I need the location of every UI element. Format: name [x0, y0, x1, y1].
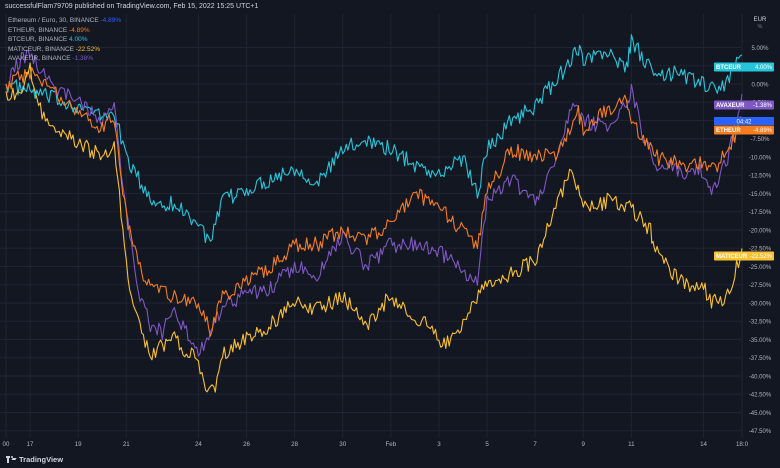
price-axis[interactable]: 5.00%2.50%0.00%-2.50%-5.00%-7.50%-10.00%… — [749, 17, 772, 435]
footer: TradingView — [6, 455, 63, 464]
x-tick-label: Feb — [386, 441, 397, 448]
y-tick-label: -7.50% — [750, 137, 770, 143]
legend-series-name: ETHEUR, BINANCE — [8, 26, 70, 34]
chart-header: successfulFlam79709 published on Trading… — [5, 3, 258, 10]
x-tick-label: 26 — [243, 441, 250, 448]
last-value-bg — [714, 100, 774, 110]
legend-row-etheur[interactable]: ETHEUR, BINANCE -4.89% — [8, 26, 121, 36]
x-tick-label: 3 — [437, 441, 441, 448]
x-tick-label: 14 — [700, 441, 707, 448]
footer-brand: TradingView — [19, 455, 64, 464]
y-tick-label: -45.00% — [749, 411, 772, 417]
x-tick-label: 24 — [195, 441, 202, 448]
legend-series-name: MATICEUR, BINANCE — [8, 45, 76, 53]
legend: Ethereum / Euro, 30, BINANCE -4.89% ETHE… — [8, 16, 121, 64]
x-tick-label: 30 — [339, 441, 346, 448]
current-time-bg — [714, 117, 774, 125]
y-tick-label: -27.50% — [749, 283, 772, 289]
x-tick-label: 5 — [485, 441, 489, 448]
y-tick-label: -30.00% — [749, 301, 772, 307]
axis-currency-label: EUR — [754, 17, 767, 23]
legend-series-change: -4.89% — [69, 26, 90, 34]
last-value-maticeur: MATICEUR -22.52% — [714, 251, 774, 261]
y-tick-label: -17.50% — [749, 210, 772, 216]
y-tick-label: -12.50% — [749, 174, 772, 180]
publish-text: successfulFlam79709 published on Trading… — [5, 3, 259, 10]
price-series — [5, 34, 743, 393]
x-tick-label: 28 — [291, 441, 298, 448]
time-axis[interactable]: 00 17 19 21 24 26 28 30 Feb 3 5 7 9 11 14 18:0 — [3, 441, 749, 448]
y-tick-label: -15.00% — [749, 192, 772, 198]
legend-series-name: BTCEUR, BINANCE — [8, 36, 70, 44]
y-tick-label: -20.00% — [749, 228, 772, 234]
series-line-maticeur — [5, 62, 743, 393]
last-value-change: -22.52% — [750, 254, 773, 260]
last-value-change: -1.38% — [753, 103, 773, 109]
legend-main-change: -4.89% — [100, 17, 122, 24]
last-value-bg — [714, 125, 774, 135]
current-time-text: 04:42 — [736, 119, 752, 125]
axis-mode-label: % — [758, 24, 763, 30]
last-value-labels: BTCEUR 4.00% AVAXEUR -1.38% ETHEUR -4.89% MATI… — [714, 62, 774, 261]
x-tick-label: 00 — [3, 441, 10, 448]
y-tick-label: -32.50% — [749, 320, 772, 326]
last-value-symbol: MATICEUR — [716, 254, 748, 260]
y-tick-label: 5.00% — [751, 46, 769, 52]
y-tick-label: -10.00% — [749, 155, 772, 161]
y-tick-label: 0.00% — [751, 82, 769, 88]
last-value-avaxeur: AVAXEUR -1.38% — [714, 100, 774, 110]
legend-series-change: 4.00% — [69, 36, 88, 44]
legend-series-name: AVAXEUR, BINANCE — [8, 55, 73, 63]
legend-series-change: -22.52% — [75, 45, 100, 53]
last-value-btceur: BTCEUR 4.00% — [714, 62, 774, 72]
y-tick-label: -47.50% — [749, 429, 772, 435]
y-tick-label: -35.00% — [749, 338, 772, 344]
x-tick-label: 11 — [628, 441, 635, 448]
legend-main-symbol[interactable]: Ethereum / Euro, 30, BINANCE -4.89% — [8, 16, 121, 26]
last-value-change: 4.00% — [755, 65, 773, 71]
legend-row-btceur[interactable]: BTCEUR, BINANCE 4.00% — [8, 35, 121, 45]
x-tick-label: 7 — [533, 441, 537, 448]
legend-row-avaxeur[interactable]: AVAXEUR, BINANCE -1.38% — [8, 54, 121, 64]
y-tick-label: -37.50% — [749, 356, 772, 362]
last-value-change: -4.89% — [753, 128, 773, 134]
last-value-etheur: ETHEUR -4.89% — [714, 125, 774, 135]
y-tick-label: -40.00% — [749, 374, 772, 380]
x-tick-label: 9 — [582, 441, 586, 448]
x-tick-label: 18:0 — [736, 441, 749, 448]
last-value-bg — [714, 62, 774, 72]
series-line-btceur — [5, 34, 743, 244]
x-tick-label: 19 — [75, 441, 82, 448]
legend-main-name: Ethereum / Euro, 30, BINANCE — [8, 17, 99, 24]
y-tick-label: -22.50% — [749, 247, 772, 253]
last-value-bg — [714, 251, 774, 261]
legend-series-change: -1.38% — [72, 55, 94, 63]
x-tick-label: 17 — [27, 441, 34, 448]
y-tick-label: -25.00% — [749, 265, 772, 271]
series-line-etheur — [5, 67, 743, 337]
tradingview-logo-icon — [6, 456, 17, 463]
current-time-badge: 04:42 — [714, 117, 774, 125]
x-tick-label: 21 — [123, 441, 130, 448]
last-value-symbol: ETHEUR — [716, 128, 741, 134]
last-value-symbol: BTCEUR — [716, 65, 742, 71]
grid-lines — [0, 14, 743, 438]
legend-row-maticeur[interactable]: MATICEUR, BINANCE -22.52% — [8, 45, 121, 55]
last-value-symbol: AVAXEUR — [716, 103, 745, 109]
y-tick-label: -42.50% — [749, 393, 772, 399]
